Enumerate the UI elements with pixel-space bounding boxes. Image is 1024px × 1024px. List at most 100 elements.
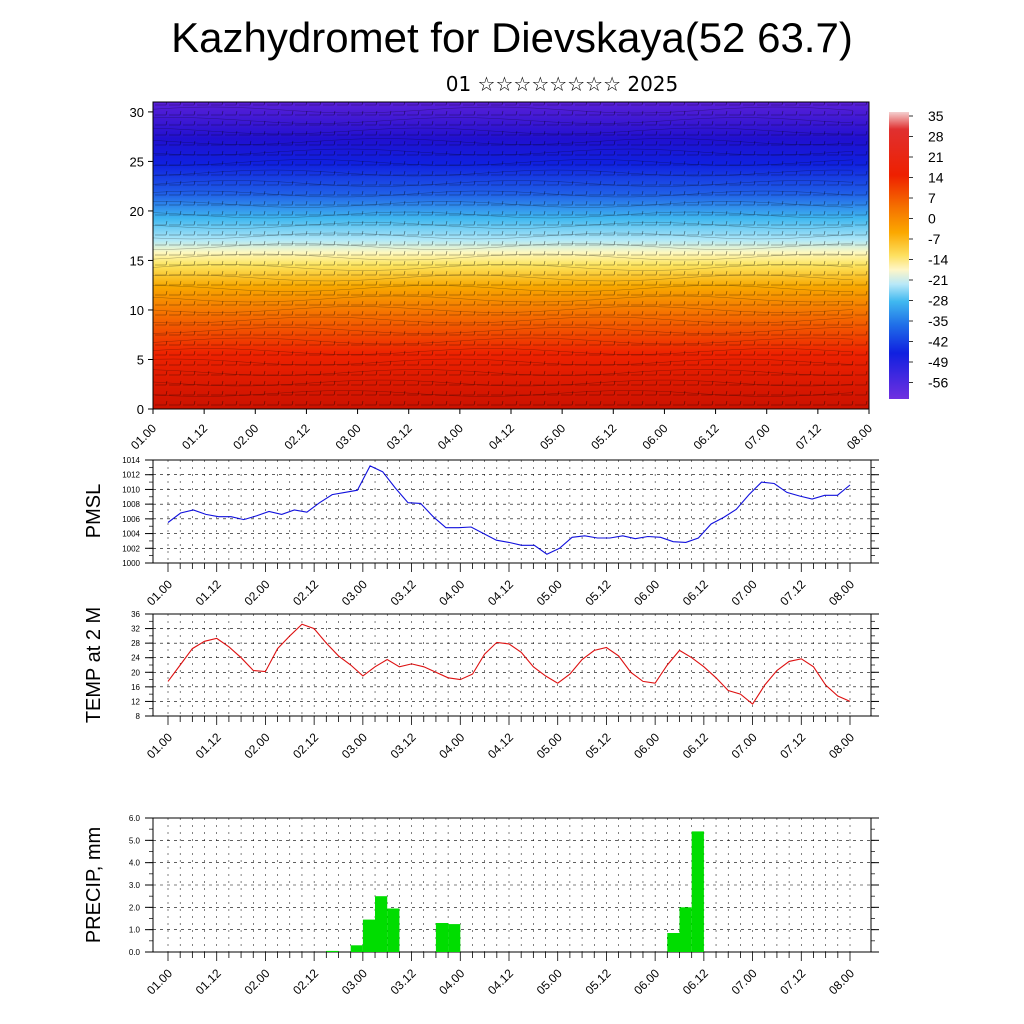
temp-x-tick-label: 04.00	[436, 730, 467, 761]
precip-bar	[679, 907, 692, 952]
temp-y-tick-label: 8	[136, 712, 141, 721]
colorbar-label: -42	[928, 334, 948, 350]
pmsl-y-tick-label: 1008	[122, 500, 140, 509]
precip-x-tick-label: 03.12	[388, 966, 419, 997]
cs-x-tick-label: 02.00	[230, 421, 261, 452]
streamline	[152, 211, 854, 219]
cross-section-x-axis: 01.00 01.12 02.00 02.12 03.00 03.12 04.00 04.12…	[128, 409, 875, 452]
precip-y-tick-label: 6.0	[129, 814, 141, 823]
cs-y-tick-label: 5	[137, 352, 144, 367]
temp-x-tick-label: 03.12	[388, 730, 419, 761]
temp-x-tick-label: 04.12	[485, 730, 516, 761]
colorbar-scale	[889, 112, 909, 399]
temp-y-tick-label: 28	[131, 639, 140, 648]
precip-bar	[387, 908, 400, 952]
pmsl-x-tick-label: 05.12	[582, 577, 613, 608]
precip-y-tick-label: 4.0	[129, 859, 141, 868]
temp-x-tick-label: 08.00	[826, 730, 857, 761]
colorbar-label: -21	[928, 272, 948, 288]
precip-x-tick-label: 03.00	[339, 966, 370, 997]
streamline	[152, 295, 854, 303]
colorbar-label: 14	[928, 170, 944, 186]
precip-bar	[362, 919, 376, 952]
colorbar-label: -7	[928, 231, 941, 247]
page-title: Kazhydromet for Dievskaya(52 63.7)	[171, 14, 853, 61]
colorbar-label: -28	[928, 293, 948, 309]
streamline	[152, 138, 854, 145]
temp-x-tick-label: 01.00	[144, 730, 175, 761]
colorbar: 35 28 21 14 7 0 -7 -14 -21 -28 -35 -42 -49 -56	[889, 108, 948, 399]
colorbar-label: 7	[928, 190, 936, 206]
temp-y-tick-label: 12	[131, 697, 140, 706]
streamline	[152, 274, 854, 282]
colorbar-label: 28	[928, 129, 944, 145]
wind-barb-field	[153, 102, 869, 409]
cs-x-tick-label: 02.12	[281, 421, 312, 452]
temp-x-tick-label: 01.12	[193, 730, 224, 761]
pmsl-y-tick-label: 1002	[122, 544, 140, 553]
streamline	[152, 253, 854, 261]
cs-x-tick-label: 01.00	[128, 421, 159, 452]
colorbar-label: -35	[928, 313, 948, 329]
temp-frame	[152, 613, 872, 717]
streamline	[152, 369, 854, 376]
precip-x-tick-label: 04.12	[485, 966, 516, 997]
precip-y-tick-label: 0.0	[129, 948, 141, 957]
colorbar-labels: 35 28 21 14 7 0 -7 -14 -21 -28 -35 -42 -49 -56	[909, 108, 948, 391]
colorbar-label: -49	[928, 354, 948, 370]
cs-x-tick-label: 05.00	[537, 421, 568, 452]
cross-section-y-axis: 0 5 10 15 20 25 30	[130, 105, 153, 417]
temp-x-tick-label: 05.12	[582, 730, 613, 761]
pmsl-x-tick-label: 07.12	[777, 577, 808, 608]
streamline	[152, 327, 854, 334]
cross-section-panel: 0 5 10 15 20 25 30 01.00 01.12 02.00 02.12 03.00 03…	[128, 101, 875, 452]
pmsl-x-tick-label: 01.00	[144, 577, 175, 608]
cs-x-tick-label: 06.00	[639, 421, 670, 452]
cs-x-tick-label: 03.00	[333, 421, 364, 452]
precip-y-tick-label: 3.0	[129, 881, 141, 890]
pmsl-x-tick-label: 06.00	[631, 577, 662, 608]
temp-x-tick-label: 03.00	[339, 730, 370, 761]
cs-y-tick-label: 0	[137, 402, 144, 417]
pmsl-x-tick-label: 02.00	[241, 577, 272, 608]
precip-y-tick-label: 1.0	[129, 926, 141, 935]
pmsl-frame	[152, 459, 872, 564]
pmsl-x-tick-label: 06.12	[680, 577, 711, 608]
streamline	[152, 127, 854, 135]
streamline	[152, 337, 854, 345]
precip-bar	[691, 831, 704, 952]
precip-y-tick-label: 5.0	[129, 836, 141, 845]
temp-y-tick-label: 20	[131, 668, 140, 677]
pmsl-x-tick-label: 03.12	[388, 577, 419, 608]
temp-y-tick-label: 32	[131, 625, 140, 634]
streamline	[152, 243, 854, 250]
pmsl-x-tick-label: 04.00	[436, 577, 467, 608]
pmsl-y-tick-label: 1014	[122, 456, 140, 465]
streamline	[152, 232, 854, 240]
streamline	[152, 348, 854, 355]
streamline	[152, 169, 854, 177]
pmsl-x-tick-label: 02.12	[290, 577, 321, 608]
pmsl-y-tick-label: 1004	[122, 530, 140, 539]
cs-x-tick-label: 04.12	[486, 421, 517, 452]
cs-y-tick-label: 25	[130, 154, 144, 169]
precip-bar	[375, 896, 388, 952]
streamline	[152, 264, 854, 271]
streamline	[152, 159, 854, 166]
precip-x-tick-label: 01.00	[144, 966, 175, 997]
temp-y-tick-label: 36	[131, 610, 140, 619]
pmsl-y-tick-label: 1010	[122, 485, 140, 494]
temp-x-tick-label: 06.12	[680, 730, 711, 761]
precip-panel: 6.0 5.0 4.0 3.0 2.0 1.0 0.001.00 01.12 02.00 02.1…	[83, 814, 879, 997]
streamline	[152, 106, 854, 114]
cs-x-tick-label: 07.00	[742, 421, 773, 452]
streamline	[152, 117, 854, 124]
pmsl-x-tick-label: 03.00	[339, 577, 370, 608]
precip-x-tick-label: 02.00	[241, 966, 272, 997]
pmsl-x-tick-label: 04.12	[485, 577, 516, 608]
precip-x-tick-label: 04.00	[436, 966, 467, 997]
temp-y-axis-label: TEMP at 2 M	[83, 607, 105, 723]
precip-x-tick-label: 08.00	[826, 966, 857, 997]
precip-x-tick-label: 05.12	[582, 966, 613, 997]
